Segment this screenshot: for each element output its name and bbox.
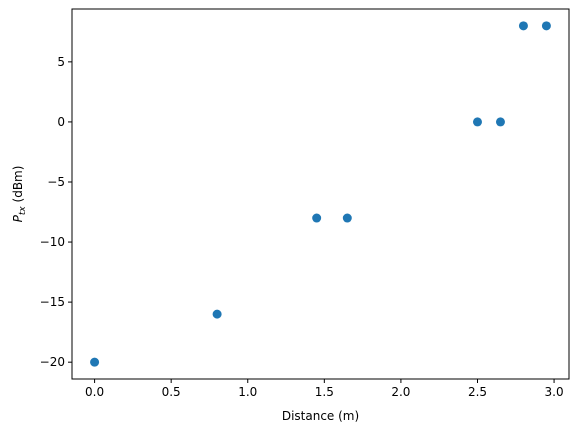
- y-axis-label: Ptx (dBm): [11, 166, 28, 223]
- x-tick-label: 2.0: [391, 385, 410, 399]
- data-points: [90, 21, 551, 367]
- y-axis-label-main: P: [11, 214, 25, 222]
- y-tick-label: 5: [57, 55, 65, 69]
- x-axis-ticks: 0.0 0.5 1.0 1.5 2.0 2.5 3.0: [85, 379, 564, 399]
- data-point: [342, 213, 352, 223]
- plot-area-frame: [71, 8, 570, 380]
- x-tick-label: 2.5: [468, 385, 487, 399]
- data-point: [495, 117, 505, 127]
- data-point: [518, 21, 528, 31]
- data-point: [212, 309, 222, 319]
- x-axis-label: Distance (m): [282, 409, 359, 423]
- y-tick-label: −5: [47, 175, 65, 189]
- y-tick-label: −10: [40, 235, 65, 249]
- x-tick-label: 0.5: [162, 385, 181, 399]
- y-axis-ticks: −20 −15 −10 −5 0 5: [40, 55, 72, 369]
- data-point: [312, 213, 322, 223]
- y-tick-label: −20: [40, 355, 65, 369]
- y-tick-label: −15: [40, 295, 65, 309]
- data-point: [90, 357, 100, 367]
- data-point: [541, 21, 551, 31]
- x-tick-label: 0.0: [85, 385, 104, 399]
- x-tick-label: 3.0: [545, 385, 564, 399]
- y-axis-label-unit: (dBm): [11, 166, 25, 207]
- y-axis-label-sub: tx: [18, 206, 28, 216]
- y-tick-label: 0: [57, 115, 65, 129]
- x-tick-label: 1.5: [315, 385, 334, 399]
- x-tick-label: 1.0: [238, 385, 257, 399]
- data-point: [472, 117, 482, 127]
